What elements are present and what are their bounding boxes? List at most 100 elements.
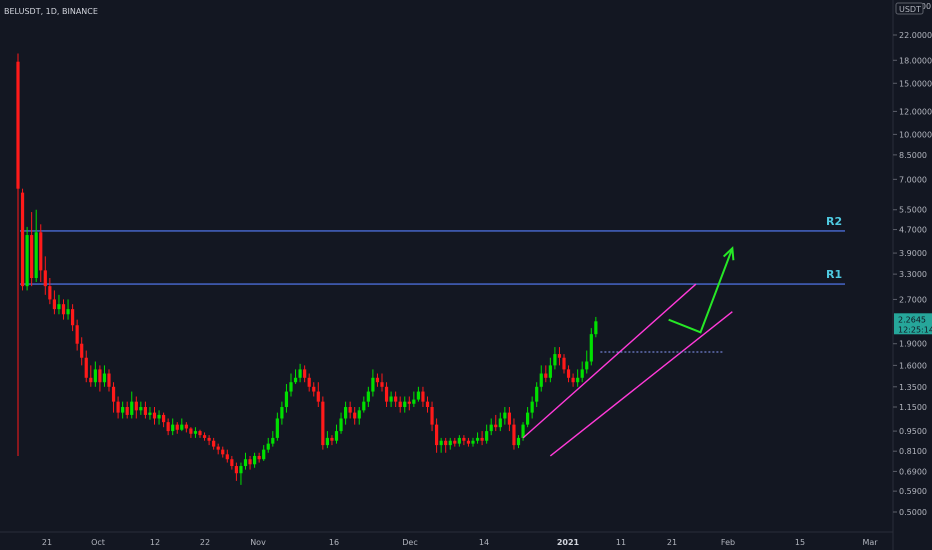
candle-body xyxy=(298,369,302,378)
candle xyxy=(284,384,289,413)
candle xyxy=(594,316,598,338)
time-tick-label: Nov xyxy=(250,538,266,547)
currency-badge[interactable] xyxy=(895,2,924,15)
time-tick-label: 21 xyxy=(42,538,52,547)
candle-body xyxy=(116,401,120,413)
candle xyxy=(403,396,407,413)
candle xyxy=(216,443,220,455)
candle-body xyxy=(339,418,343,432)
candle-body xyxy=(71,309,75,326)
price-axis[interactable]: 22.0000 18.0000 15.0000 12.0000 10.0000 8.500… xyxy=(893,31,932,517)
candle-body xyxy=(198,431,202,436)
candle-body xyxy=(184,424,188,429)
candle xyxy=(266,437,270,453)
candle-body xyxy=(93,369,97,383)
candle-body xyxy=(230,459,234,467)
candle xyxy=(175,422,179,434)
candle-body xyxy=(494,424,498,428)
candle-body xyxy=(503,412,507,419)
candle xyxy=(389,391,393,408)
candle xyxy=(52,290,56,315)
candle-body xyxy=(121,407,125,413)
bar-countdown: 12:25:14 xyxy=(898,325,932,334)
candle-body xyxy=(39,232,43,271)
candle-body xyxy=(571,377,575,383)
candle-body xyxy=(389,396,393,402)
price-tick-label: 5.5000 xyxy=(899,206,927,215)
candle-body xyxy=(52,299,56,310)
candle xyxy=(494,414,498,432)
candle-body xyxy=(334,431,339,441)
candle-body xyxy=(535,386,539,402)
candle xyxy=(430,401,434,432)
candle-body xyxy=(125,407,129,415)
candle xyxy=(507,407,511,432)
candle xyxy=(325,431,329,449)
candle xyxy=(107,369,111,392)
candle xyxy=(371,369,375,397)
candle-body xyxy=(585,361,589,370)
candle xyxy=(30,212,34,287)
candle xyxy=(526,407,530,428)
candle xyxy=(425,396,430,413)
candle-body xyxy=(243,459,248,467)
projection-arrow-head xyxy=(722,246,735,261)
candle xyxy=(102,365,107,387)
candle-body xyxy=(166,422,170,432)
candle xyxy=(98,365,102,392)
candle xyxy=(466,437,471,447)
candle xyxy=(157,410,161,425)
candle xyxy=(243,452,248,470)
resistance-levels: R2 R1 xyxy=(20,215,845,285)
candle xyxy=(412,391,416,408)
time-axis[interactable]: 21 Oct 12 22 Nov 16 Dec 14 2021 11 21 Feb 15 Mar xyxy=(42,538,878,547)
price-tick-label: 1.9000 xyxy=(899,340,927,349)
candlesticks xyxy=(16,53,598,485)
candle-body xyxy=(189,428,193,434)
candle xyxy=(248,455,252,470)
candle-body xyxy=(307,377,311,387)
candle xyxy=(207,435,211,446)
price-tick-label: 15.0000 xyxy=(899,79,932,88)
candle-body xyxy=(357,410,361,419)
price-tick-label: 1.6000 xyxy=(899,361,927,370)
candle xyxy=(48,278,52,305)
candle-body xyxy=(180,424,184,430)
candle xyxy=(275,412,279,441)
candle-body xyxy=(80,343,84,358)
time-tick-label: 11 xyxy=(616,538,626,547)
candle xyxy=(489,418,493,436)
time-tick-label: 16 xyxy=(329,538,339,547)
candle-body xyxy=(398,401,402,408)
candle xyxy=(562,354,566,374)
channel-lower-line[interactable] xyxy=(549,311,733,457)
last-price-badge[interactable] xyxy=(894,313,932,335)
candle xyxy=(121,401,125,419)
candle xyxy=(557,347,562,366)
last-price-value: 2.2645 xyxy=(898,315,926,324)
channel-upper-line[interactable] xyxy=(522,283,697,439)
projection-arrow[interactable] xyxy=(668,247,734,334)
candle-body xyxy=(544,373,548,378)
price-tick-label: 1.3500 xyxy=(899,383,927,392)
price-tick-label: 3.9000 xyxy=(899,249,927,258)
candle-body xyxy=(89,377,93,383)
candle xyxy=(307,373,311,392)
chart-grid xyxy=(0,0,894,550)
candle-body xyxy=(539,373,543,387)
candle xyxy=(380,373,384,392)
candle xyxy=(448,437,452,450)
candle-body xyxy=(489,424,493,432)
candle xyxy=(75,319,79,351)
candle-body xyxy=(303,369,307,378)
candle-body xyxy=(271,437,275,444)
candle-body xyxy=(20,192,25,287)
candle-body xyxy=(325,437,329,446)
candle xyxy=(257,452,261,463)
price-tick-label: 7.0000 xyxy=(899,175,927,184)
candle-body xyxy=(312,386,316,392)
price-tick-label: 18.0000 xyxy=(899,56,932,65)
candle-body xyxy=(353,412,357,419)
candle xyxy=(280,401,284,425)
